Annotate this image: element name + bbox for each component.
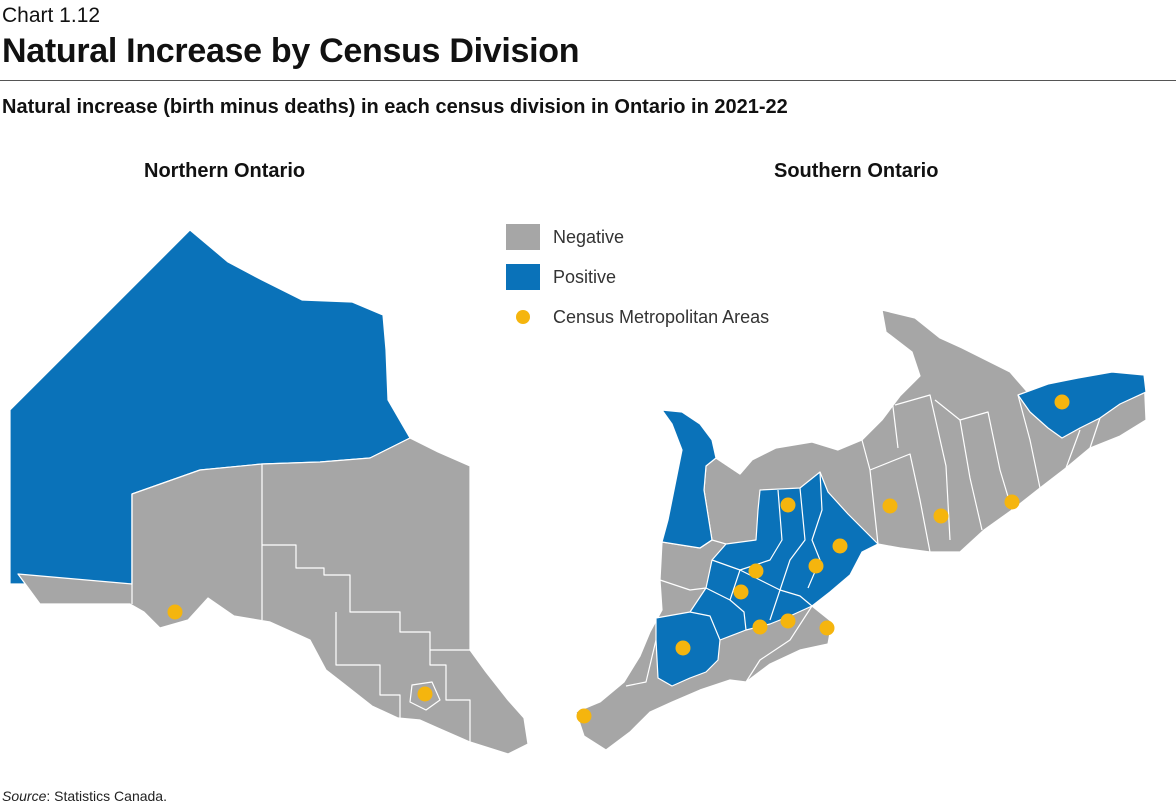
source-label: Source [2, 788, 47, 804]
legend-label-negative: Negative [553, 226, 625, 247]
cma-marker [167, 604, 183, 620]
southern-division-borders [625, 381, 1101, 687]
northern-division-borders [131, 464, 471, 742]
cma-marker [933, 508, 949, 524]
positive-swatch [506, 264, 540, 290]
southern-ontario-title: Southern Ontario [774, 160, 939, 182]
cma-marker [780, 497, 796, 513]
cma-marker [417, 686, 433, 702]
cma-marker [752, 619, 768, 635]
source-note: Source: Statistics Canada. [2, 788, 167, 804]
northern-ontario-title: Northern Ontario [144, 160, 306, 182]
cma-marker [808, 558, 824, 574]
cma-marker [1054, 394, 1070, 410]
cma-marker [832, 538, 848, 554]
ottawa-positive [1017, 371, 1147, 439]
legend-label-positive: Positive [553, 266, 617, 287]
title-divider [0, 80, 1176, 81]
cma-marker [1004, 494, 1020, 510]
legend-label-cma: Census Metropolitan Areas [553, 306, 770, 327]
chart-title: Natural Increase by Census Division [2, 32, 580, 70]
cma-marker [882, 498, 898, 514]
northern-ontario-map [9, 229, 529, 755]
legend-item-negative: Negative [506, 224, 624, 250]
cma-marker [576, 708, 592, 724]
source-text: : Statistics Canada. [46, 788, 167, 804]
legend-item-positive: Positive [506, 264, 616, 290]
cma-markers [167, 394, 1070, 724]
southern-ontario-map [575, 309, 1147, 751]
chart-subtitle: Natural increase (birth minus deaths) in… [2, 96, 788, 118]
cma-marker [819, 620, 835, 636]
chart-number: Chart 1.12 [2, 4, 101, 27]
negative-swatch [506, 224, 540, 250]
cma-marker [675, 640, 691, 656]
cma-marker [780, 613, 796, 629]
legend-item-cma: Census Metropolitan Areas [506, 304, 769, 330]
cma-marker [748, 563, 764, 579]
cma-legend-marker [506, 304, 540, 330]
cma-marker [733, 584, 749, 600]
